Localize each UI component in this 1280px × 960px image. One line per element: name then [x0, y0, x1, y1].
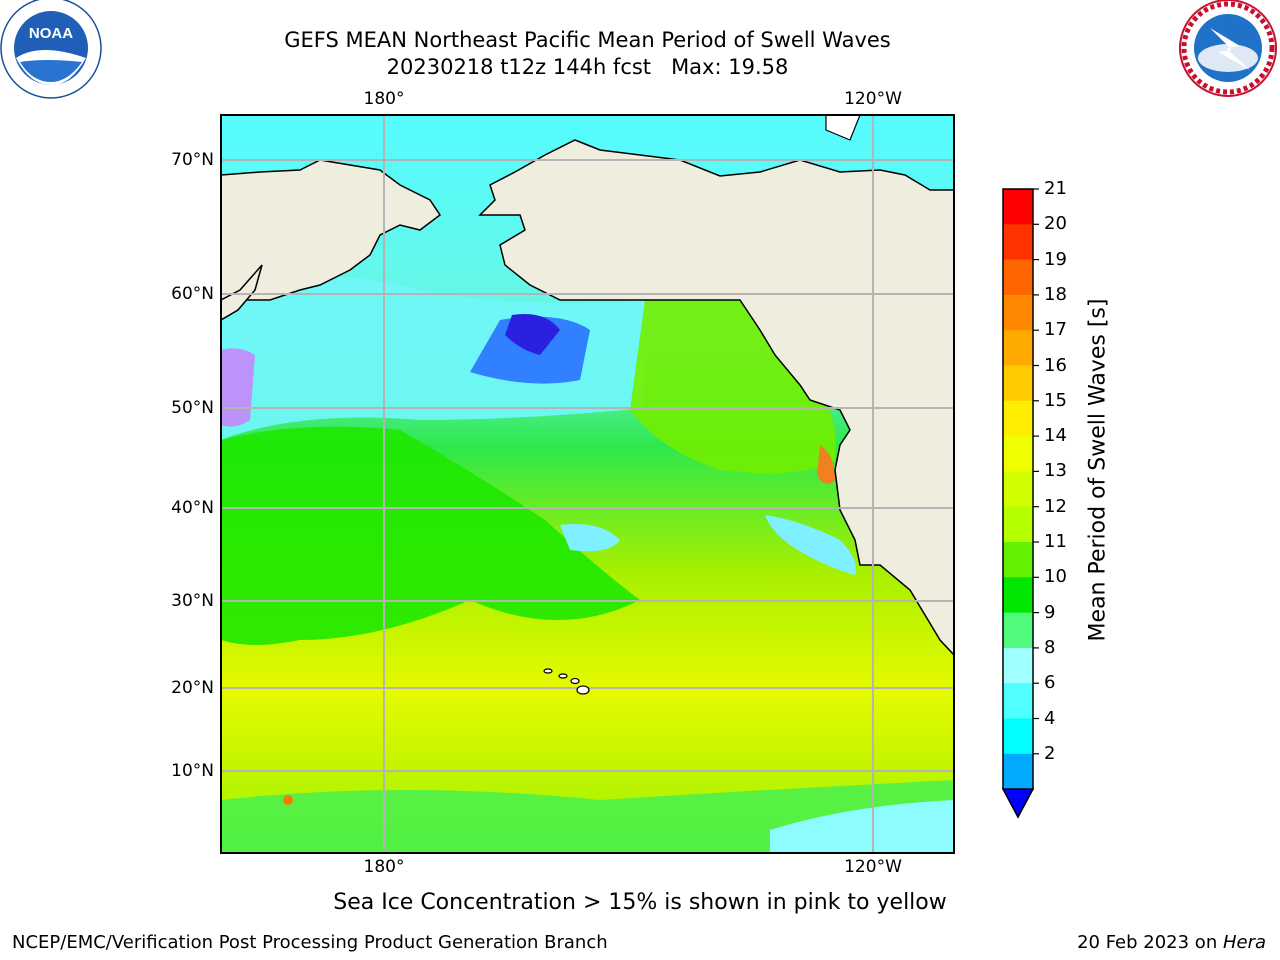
land-arctic-island	[825, 115, 861, 141]
map-area	[221, 115, 954, 853]
colorbar-segment	[1003, 400, 1033, 437]
colorbar-extend-arrow	[1001, 788, 1035, 819]
swell-field-south-cyan	[770, 800, 954, 853]
colorbar-tick-label: 19	[1044, 248, 1067, 270]
hawaii-islands	[543, 668, 590, 695]
colorbar-tick-label: 11	[1044, 531, 1067, 552]
lon-label-top-120w: 120°W	[844, 89, 902, 109]
lon-label-bottom-180: 180°	[363, 857, 405, 877]
lat-label-60n: 60°N	[171, 284, 214, 304]
footer-date: 20 Feb 2023 on Hera	[1077, 932, 1266, 953]
swell-field-orange	[817, 445, 835, 484]
colorbar-tick-label: 17	[1044, 319, 1067, 341]
colorbar-segment	[1003, 612, 1033, 649]
colorbar-segment	[1003, 471, 1033, 508]
footer-credit: NCEP/EMC/Verification Post Processing Pr…	[12, 932, 608, 953]
colorbar-segment	[1003, 259, 1033, 296]
lat-label-20n: 20°N	[171, 678, 214, 698]
colorbar-segment	[1003, 577, 1033, 614]
colorbar	[1001, 188, 1039, 819]
colorbar-segment	[1003, 506, 1033, 543]
swell-field-darkblue	[505, 314, 560, 355]
map-frame	[220, 114, 955, 854]
colorbar-tick-label: 15	[1044, 389, 1067, 411]
colorbar-segment	[1003, 365, 1033, 402]
lon-label-bottom-120w: 120°W	[844, 857, 902, 877]
colorbar-tick-label: 12	[1044, 495, 1067, 517]
colorbar-tick-label: 8	[1044, 636, 1056, 658]
land-kamchatka	[221, 264, 263, 321]
colorbar-frame	[1002, 188, 1034, 790]
noaa-logo: NOAA	[0, 0, 102, 99]
chart-subtitle: 20230218 t12z 144h fcst Max: 19.58	[386, 55, 789, 79]
colorbar-tick-label: 14	[1044, 425, 1067, 447]
colorbar-tick-label: 6	[1044, 672, 1056, 694]
lat-label-70n: 70°N	[171, 150, 214, 170]
land-north-america	[221, 115, 954, 657]
lat-label-30n: 30°N	[171, 591, 214, 611]
lon-label-top-180: 180°	[363, 89, 405, 109]
swell-field-green	[221, 426, 640, 645]
colorbar-segment	[1003, 718, 1033, 755]
chart-title: GEFS MEAN Northeast Pacific Mean Period …	[284, 28, 891, 52]
land-chukotka	[221, 115, 442, 306]
swell-field-cyan-patch	[560, 524, 620, 552]
colorbar-tick-label: 2	[1044, 742, 1056, 764]
colorbar-tick-label: 21	[1044, 178, 1067, 199]
footer-machine: Hera	[1222, 932, 1266, 953]
colorbar-tick-label: 16	[1044, 354, 1067, 376]
nws-logo	[1179, 0, 1277, 97]
colorbar-tick-label: 10	[1044, 566, 1067, 588]
colorbar-tick-label: 20	[1044, 213, 1067, 235]
lat-label-40n: 40°N	[171, 498, 214, 518]
colorbar-segment	[1003, 330, 1033, 366]
colorbar-tick-label: 13	[1044, 460, 1067, 482]
lat-label-10n: 10°N	[171, 761, 214, 781]
colorbar-segment	[1003, 542, 1033, 578]
swell-field-hotspot	[283, 795, 293, 805]
footer-date-text: 20 Feb 2023 on	[1077, 932, 1223, 953]
colorbar-tick-label: 18	[1044, 283, 1067, 305]
colorbar-segment	[1003, 436, 1033, 472]
colorbar-segment	[1003, 224, 1033, 261]
sea-ice-magenta	[221, 348, 255, 427]
colorbar-tick-label: 9	[1044, 601, 1056, 623]
colorbar-segment	[1003, 753, 1033, 790]
lat-label-50n: 50°N	[171, 398, 214, 418]
colorbar-segment	[1003, 647, 1033, 684]
colorbar-tick-label: 4	[1044, 707, 1056, 729]
colorbar-label: Mean Period of Swell Waves [s]	[1085, 298, 1111, 642]
colorbar-segment	[1003, 294, 1033, 331]
swell-field-coastal-cyan	[765, 515, 856, 575]
colorbar-segment	[1003, 189, 1033, 225]
sea-ice-caption: Sea Ice Concentration > 15% is shown in …	[333, 890, 947, 915]
noaa-logo-text: NOAA	[29, 25, 73, 42]
colorbar-segment	[1003, 683, 1033, 719]
